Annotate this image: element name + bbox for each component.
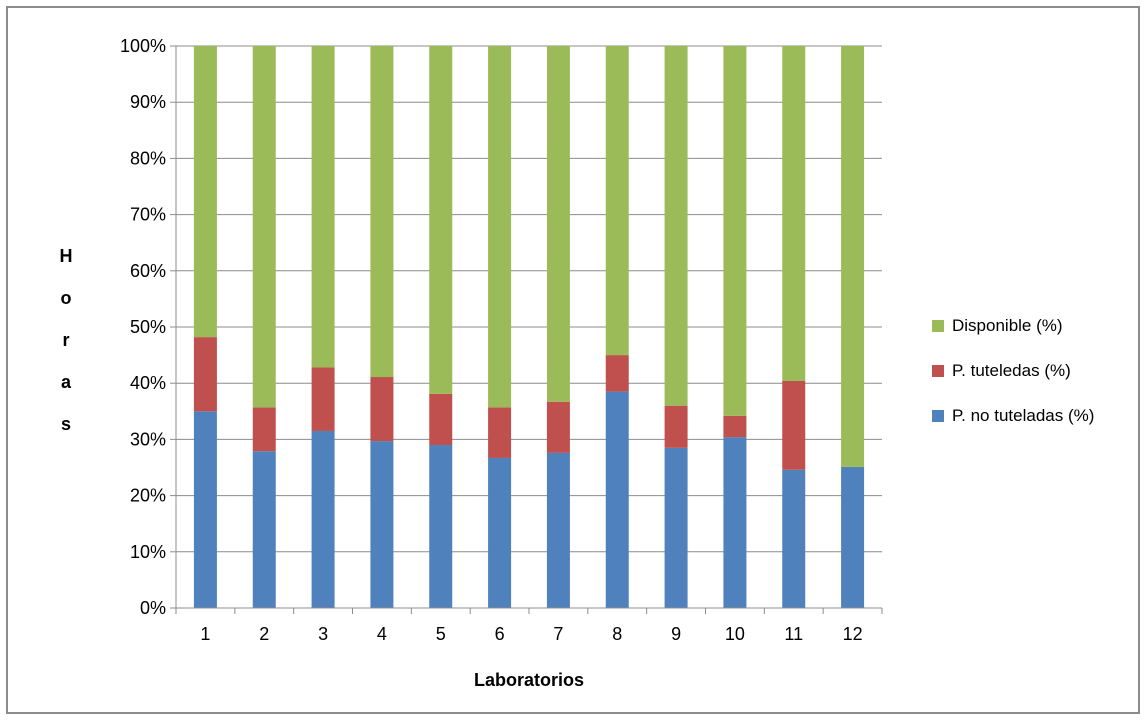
- bar-segment: [782, 469, 806, 608]
- bar-segment: [605, 355, 629, 392]
- x-tick-label: 3: [318, 624, 328, 644]
- y-tick-label: 40%: [130, 373, 166, 393]
- bar-segment: [546, 452, 570, 608]
- bar-segment: [370, 46, 394, 378]
- bar-segment: [782, 46, 806, 381]
- gridlines: [176, 45, 882, 609]
- bar-segment: [252, 46, 276, 408]
- legend-label: Disponible (%): [952, 316, 1063, 335]
- y-tick-label: 100%: [120, 36, 166, 56]
- y-tick-label: 10%: [130, 542, 166, 562]
- x-tick-label: 6: [495, 624, 505, 644]
- bar-segment: [311, 430, 335, 608]
- axes: [170, 45, 883, 614]
- bar-segment: [723, 415, 747, 438]
- bar-segment: [429, 445, 453, 608]
- y-tick-label: 60%: [130, 261, 166, 281]
- bar-segment: [546, 46, 570, 402]
- y-axis-title: Ho r a s: [60, 246, 73, 434]
- bar-segment: [841, 46, 865, 467]
- bar-segment: [193, 411, 217, 608]
- x-tick-labels: 1 2 3 4 5 6 7 8 9 10 11 12: [200, 624, 862, 644]
- legend-label: P. no tuteladas (%): [952, 406, 1094, 425]
- y-axis-title-letter: r: [62, 330, 69, 350]
- legend-swatch: [932, 410, 944, 422]
- y-axis-title-letter: o: [61, 288, 72, 308]
- y-tick-label: 30%: [130, 429, 166, 449]
- x-tick-label: 5: [436, 624, 446, 644]
- y-tick-label: 0%: [140, 598, 166, 618]
- bar-segment: [311, 46, 335, 368]
- bar-segment: [782, 380, 806, 470]
- bar-segment: [252, 451, 276, 608]
- bar-segment: [311, 367, 335, 431]
- x-axis-title: Laboratorios: [474, 670, 584, 690]
- bar-segment: [488, 457, 512, 608]
- legend: Disponible (%) P. tuteledas (%) P. no tute…: [932, 316, 1094, 425]
- bar-segment: [664, 46, 688, 406]
- bar-segment: [664, 447, 688, 608]
- bar-segment: [429, 393, 453, 446]
- bar-segment: [488, 46, 512, 408]
- bar-segment: [605, 46, 629, 356]
- y-axis-title-letter: s: [61, 414, 71, 434]
- x-tick-label: 7: [553, 624, 563, 644]
- bar-segment: [841, 466, 865, 608]
- y-axis-title-letter: a: [61, 372, 72, 392]
- x-tick-label: 10: [725, 624, 745, 644]
- y-tick-label: 80%: [130, 148, 166, 168]
- bar-segment: [370, 441, 394, 608]
- bar-segment: [429, 46, 453, 394]
- bar-segment: [546, 401, 570, 453]
- bar-segment: [193, 46, 217, 338]
- bar-segment: [193, 337, 217, 412]
- bar-segment: [723, 46, 747, 416]
- y-tick-label: 70%: [130, 205, 166, 225]
- bar-segment: [252, 407, 276, 452]
- legend-swatch: [932, 320, 944, 332]
- x-tick-label: 8: [612, 624, 622, 644]
- bar-segment: [605, 391, 629, 608]
- legend-swatch: [932, 365, 944, 377]
- x-tick-label: 9: [671, 624, 681, 644]
- x-tick-label: 1: [200, 624, 210, 644]
- x-tick-label: 4: [377, 624, 387, 644]
- x-tick-label: 2: [259, 624, 269, 644]
- y-tick-label: 50%: [130, 317, 166, 337]
- bar-segment: [723, 437, 747, 608]
- x-tick-label: 11: [784, 624, 803, 644]
- y-tick-label: 90%: [130, 92, 166, 112]
- bar-segment: [664, 405, 688, 448]
- y-tick-label: 20%: [130, 486, 166, 506]
- bar-segment: [488, 407, 512, 458]
- y-axis-title-letter: H: [60, 246, 73, 266]
- legend-label: P. tuteledas (%): [952, 361, 1071, 380]
- bars: [193, 46, 865, 608]
- x-tick-label: 12: [843, 624, 863, 644]
- y-tick-labels: 0% 10% 20% 30% 40% 50% 60% 70% 80% 90% 100%: [120, 36, 166, 618]
- bar-segment: [370, 377, 394, 442]
